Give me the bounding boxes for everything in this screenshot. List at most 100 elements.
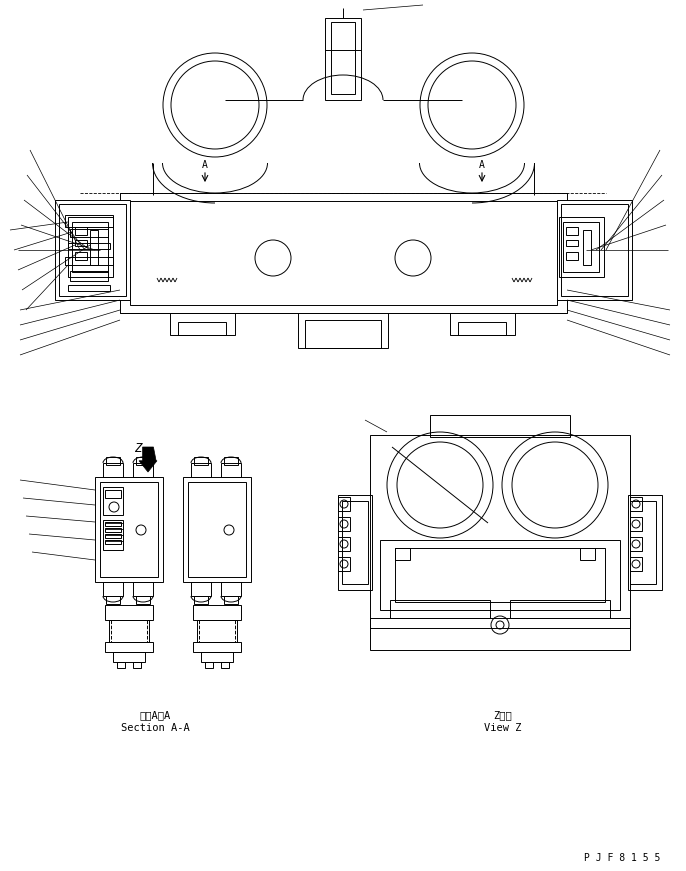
Bar: [65, 257, 113, 265]
Bar: [117, 662, 125, 668]
Bar: [75, 240, 87, 246]
Bar: [105, 642, 153, 652]
Bar: [298, 313, 388, 348]
Bar: [221, 662, 229, 668]
Text: A: A: [202, 160, 208, 170]
Bar: [338, 557, 350, 571]
Bar: [105, 534, 121, 538]
Bar: [630, 517, 642, 531]
Bar: [338, 497, 350, 511]
Bar: [510, 600, 610, 618]
Bar: [430, 415, 570, 437]
Bar: [103, 582, 123, 596]
Bar: [106, 457, 120, 465]
Bar: [395, 548, 410, 560]
Bar: [105, 528, 121, 532]
Bar: [331, 22, 355, 94]
Bar: [566, 252, 578, 260]
Bar: [563, 222, 599, 272]
Bar: [630, 501, 656, 584]
Bar: [191, 463, 211, 477]
Bar: [133, 662, 141, 668]
Bar: [68, 217, 113, 277]
Bar: [338, 495, 372, 590]
Bar: [105, 540, 121, 544]
Bar: [390, 600, 490, 618]
Bar: [630, 497, 642, 511]
Bar: [566, 240, 578, 246]
Bar: [557, 200, 632, 300]
Bar: [194, 596, 208, 604]
Bar: [113, 652, 145, 662]
Bar: [90, 230, 98, 265]
Bar: [170, 313, 235, 335]
Bar: [65, 215, 113, 227]
Bar: [580, 548, 595, 560]
Bar: [133, 582, 153, 596]
Bar: [628, 495, 662, 590]
Bar: [68, 285, 110, 291]
Bar: [178, 322, 226, 335]
Bar: [103, 487, 123, 515]
Bar: [136, 596, 150, 604]
Bar: [566, 227, 578, 235]
Bar: [105, 605, 153, 620]
Bar: [305, 320, 381, 348]
Text: Z: Z: [134, 442, 142, 455]
Bar: [197, 620, 237, 642]
Bar: [105, 522, 121, 526]
Bar: [338, 517, 350, 531]
Bar: [194, 457, 208, 465]
Bar: [130, 201, 557, 305]
Bar: [561, 204, 628, 296]
Text: Z　視: Z 視: [494, 710, 512, 720]
Bar: [630, 537, 642, 551]
Bar: [559, 217, 604, 277]
Bar: [338, 537, 350, 551]
Bar: [70, 229, 108, 237]
Bar: [205, 662, 213, 668]
Bar: [103, 463, 123, 477]
Bar: [224, 596, 238, 604]
Bar: [221, 463, 241, 477]
Text: Section A-A: Section A-A: [121, 723, 189, 733]
Text: View Z: View Z: [484, 723, 522, 733]
Bar: [380, 540, 620, 610]
Bar: [136, 457, 150, 465]
Bar: [191, 582, 211, 596]
Bar: [95, 477, 163, 582]
Bar: [72, 222, 108, 272]
Bar: [133, 463, 153, 477]
Bar: [59, 204, 126, 296]
Bar: [183, 477, 251, 582]
Text: 断面A－A: 断面A－A: [139, 710, 171, 720]
Bar: [325, 18, 361, 100]
Bar: [370, 435, 630, 650]
Bar: [106, 596, 120, 604]
Bar: [458, 322, 506, 335]
Bar: [221, 582, 241, 596]
Bar: [103, 520, 123, 550]
Bar: [55, 200, 130, 300]
Bar: [100, 482, 158, 577]
Bar: [370, 618, 630, 628]
Bar: [75, 252, 87, 260]
Bar: [450, 313, 515, 335]
Bar: [105, 490, 121, 498]
Bar: [75, 227, 87, 235]
Bar: [68, 243, 110, 249]
Polygon shape: [139, 447, 157, 472]
Bar: [120, 193, 567, 313]
Text: A: A: [479, 160, 485, 170]
Bar: [342, 501, 368, 584]
Text: P J F 8 1 5 5: P J F 8 1 5 5: [584, 853, 660, 863]
Bar: [193, 605, 241, 620]
Bar: [583, 230, 591, 265]
Bar: [630, 557, 642, 571]
Bar: [188, 482, 246, 577]
Bar: [193, 642, 241, 652]
Bar: [395, 548, 605, 602]
Bar: [109, 620, 149, 642]
Bar: [224, 457, 238, 465]
Bar: [201, 652, 233, 662]
